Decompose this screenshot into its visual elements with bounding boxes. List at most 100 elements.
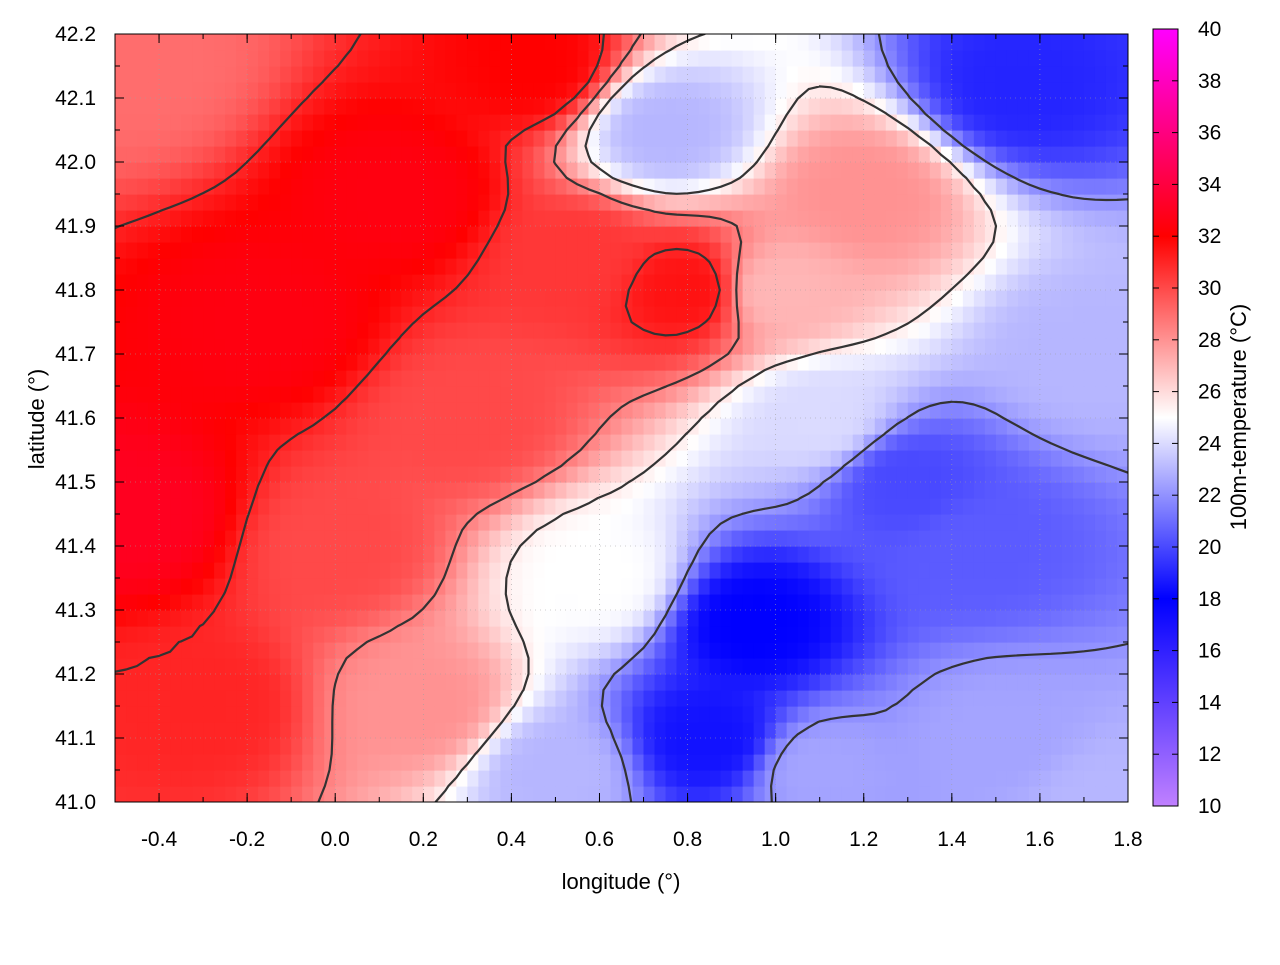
x-tick-label: 1.8 — [1113, 828, 1142, 851]
heatmap-cell — [1061, 418, 1074, 435]
heatmap-cell — [159, 210, 171, 227]
heatmap-cell — [599, 754, 612, 771]
heatmap-cell — [379, 498, 391, 515]
heatmap-cell — [819, 66, 832, 83]
heatmap-cell — [1039, 34, 1052, 51]
heatmap-cell — [148, 530, 160, 547]
heatmap-cell — [643, 370, 656, 387]
heatmap-cell — [456, 498, 468, 515]
heatmap-cell — [478, 306, 490, 323]
heatmap-cell — [225, 450, 237, 467]
heatmap-cell — [247, 418, 259, 435]
heatmap-cell — [698, 370, 711, 387]
heatmap-cell — [654, 322, 667, 339]
heatmap-cell — [236, 482, 248, 499]
heatmap-cell — [588, 338, 601, 355]
heatmap-cell — [236, 338, 248, 355]
heatmap-cell — [753, 242, 766, 259]
heatmap-cell — [258, 434, 270, 451]
heatmap-cell — [929, 530, 942, 547]
heatmap-cell — [1083, 210, 1096, 227]
heatmap-cell — [324, 354, 336, 371]
heatmap-cell — [962, 578, 975, 595]
heatmap-cell — [1039, 226, 1052, 243]
heatmap-cell — [192, 210, 204, 227]
heatmap-cell — [808, 194, 821, 211]
heatmap-cell — [225, 482, 237, 499]
heatmap-cell — [984, 642, 997, 659]
heatmap-cell — [291, 418, 303, 435]
heatmap-cell — [665, 82, 678, 99]
heatmap-cell — [467, 706, 479, 723]
heatmap-cell — [126, 594, 138, 611]
heatmap-cell — [302, 338, 314, 355]
heatmap-cell — [995, 322, 1008, 339]
heatmap-cell — [632, 578, 645, 595]
heatmap-cell — [1094, 450, 1107, 467]
heatmap-cell — [456, 162, 468, 179]
heatmap-cell — [665, 770, 678, 787]
heatmap-cell — [775, 514, 788, 531]
heatmap-cell — [412, 34, 424, 51]
heatmap-cell — [379, 514, 391, 531]
heatmap-cell — [863, 162, 876, 179]
heatmap-cell — [214, 258, 226, 275]
heatmap-cell — [357, 626, 369, 643]
heatmap-cell — [1083, 690, 1096, 707]
heatmap-cell — [544, 738, 557, 755]
heatmap-cell — [522, 322, 535, 339]
heatmap-cell — [478, 674, 490, 691]
heatmap-cell — [819, 658, 832, 675]
heatmap-cell — [203, 786, 215, 802]
heatmap-cell — [390, 466, 402, 483]
heatmap-cell — [577, 594, 590, 611]
heatmap-cell — [676, 530, 689, 547]
heatmap-cell — [489, 114, 501, 131]
heatmap-cell — [984, 706, 997, 723]
heatmap-cell — [126, 242, 138, 259]
heatmap-cell — [632, 66, 645, 83]
heatmap-cell — [489, 482, 501, 499]
heatmap-cell — [544, 498, 557, 515]
heatmap-cell — [203, 242, 215, 259]
heatmap-cell — [137, 290, 149, 307]
heatmap-cell — [1050, 594, 1063, 611]
heatmap-cell — [522, 210, 535, 227]
heatmap-cell — [302, 322, 314, 339]
heatmap-cell — [742, 146, 755, 163]
heatmap-cell — [1105, 370, 1118, 387]
heatmap-cell — [1083, 658, 1096, 675]
contour-line — [115, 34, 721, 673]
heatmap-cell — [1006, 50, 1019, 67]
heatmap-cell — [214, 402, 226, 419]
heatmap-cell — [478, 338, 490, 355]
heatmap-cell — [588, 770, 601, 787]
heatmap-cell — [280, 386, 292, 403]
heatmap-cell — [1083, 242, 1096, 259]
heatmap-cell — [368, 146, 380, 163]
heatmap-cell — [577, 466, 590, 483]
heatmap-cell — [445, 674, 457, 691]
heatmap-cell — [522, 626, 535, 643]
heatmap-cell — [192, 754, 204, 771]
heatmap-cell — [423, 274, 435, 291]
heatmap-cell — [1028, 130, 1041, 147]
heatmap-cell — [566, 242, 579, 259]
heatmap-cell — [852, 546, 865, 563]
heatmap-cell — [599, 610, 612, 627]
heatmap-cell — [412, 66, 424, 83]
heatmap-cell — [500, 290, 512, 307]
heatmap-cell — [720, 114, 733, 131]
heatmap-cell — [863, 642, 876, 659]
heatmap-cell — [302, 306, 314, 323]
heatmap-cell — [159, 370, 171, 387]
heatmap-cell — [291, 770, 303, 787]
heatmap-cell — [698, 770, 711, 787]
heatmap-cell — [973, 242, 986, 259]
heatmap-cell — [313, 770, 325, 787]
heatmap-cell — [511, 530, 523, 547]
heatmap-cell — [500, 658, 512, 675]
heatmap-cell — [1017, 578, 1030, 595]
heatmap-cell — [236, 658, 248, 675]
heatmap-cell — [324, 674, 336, 691]
